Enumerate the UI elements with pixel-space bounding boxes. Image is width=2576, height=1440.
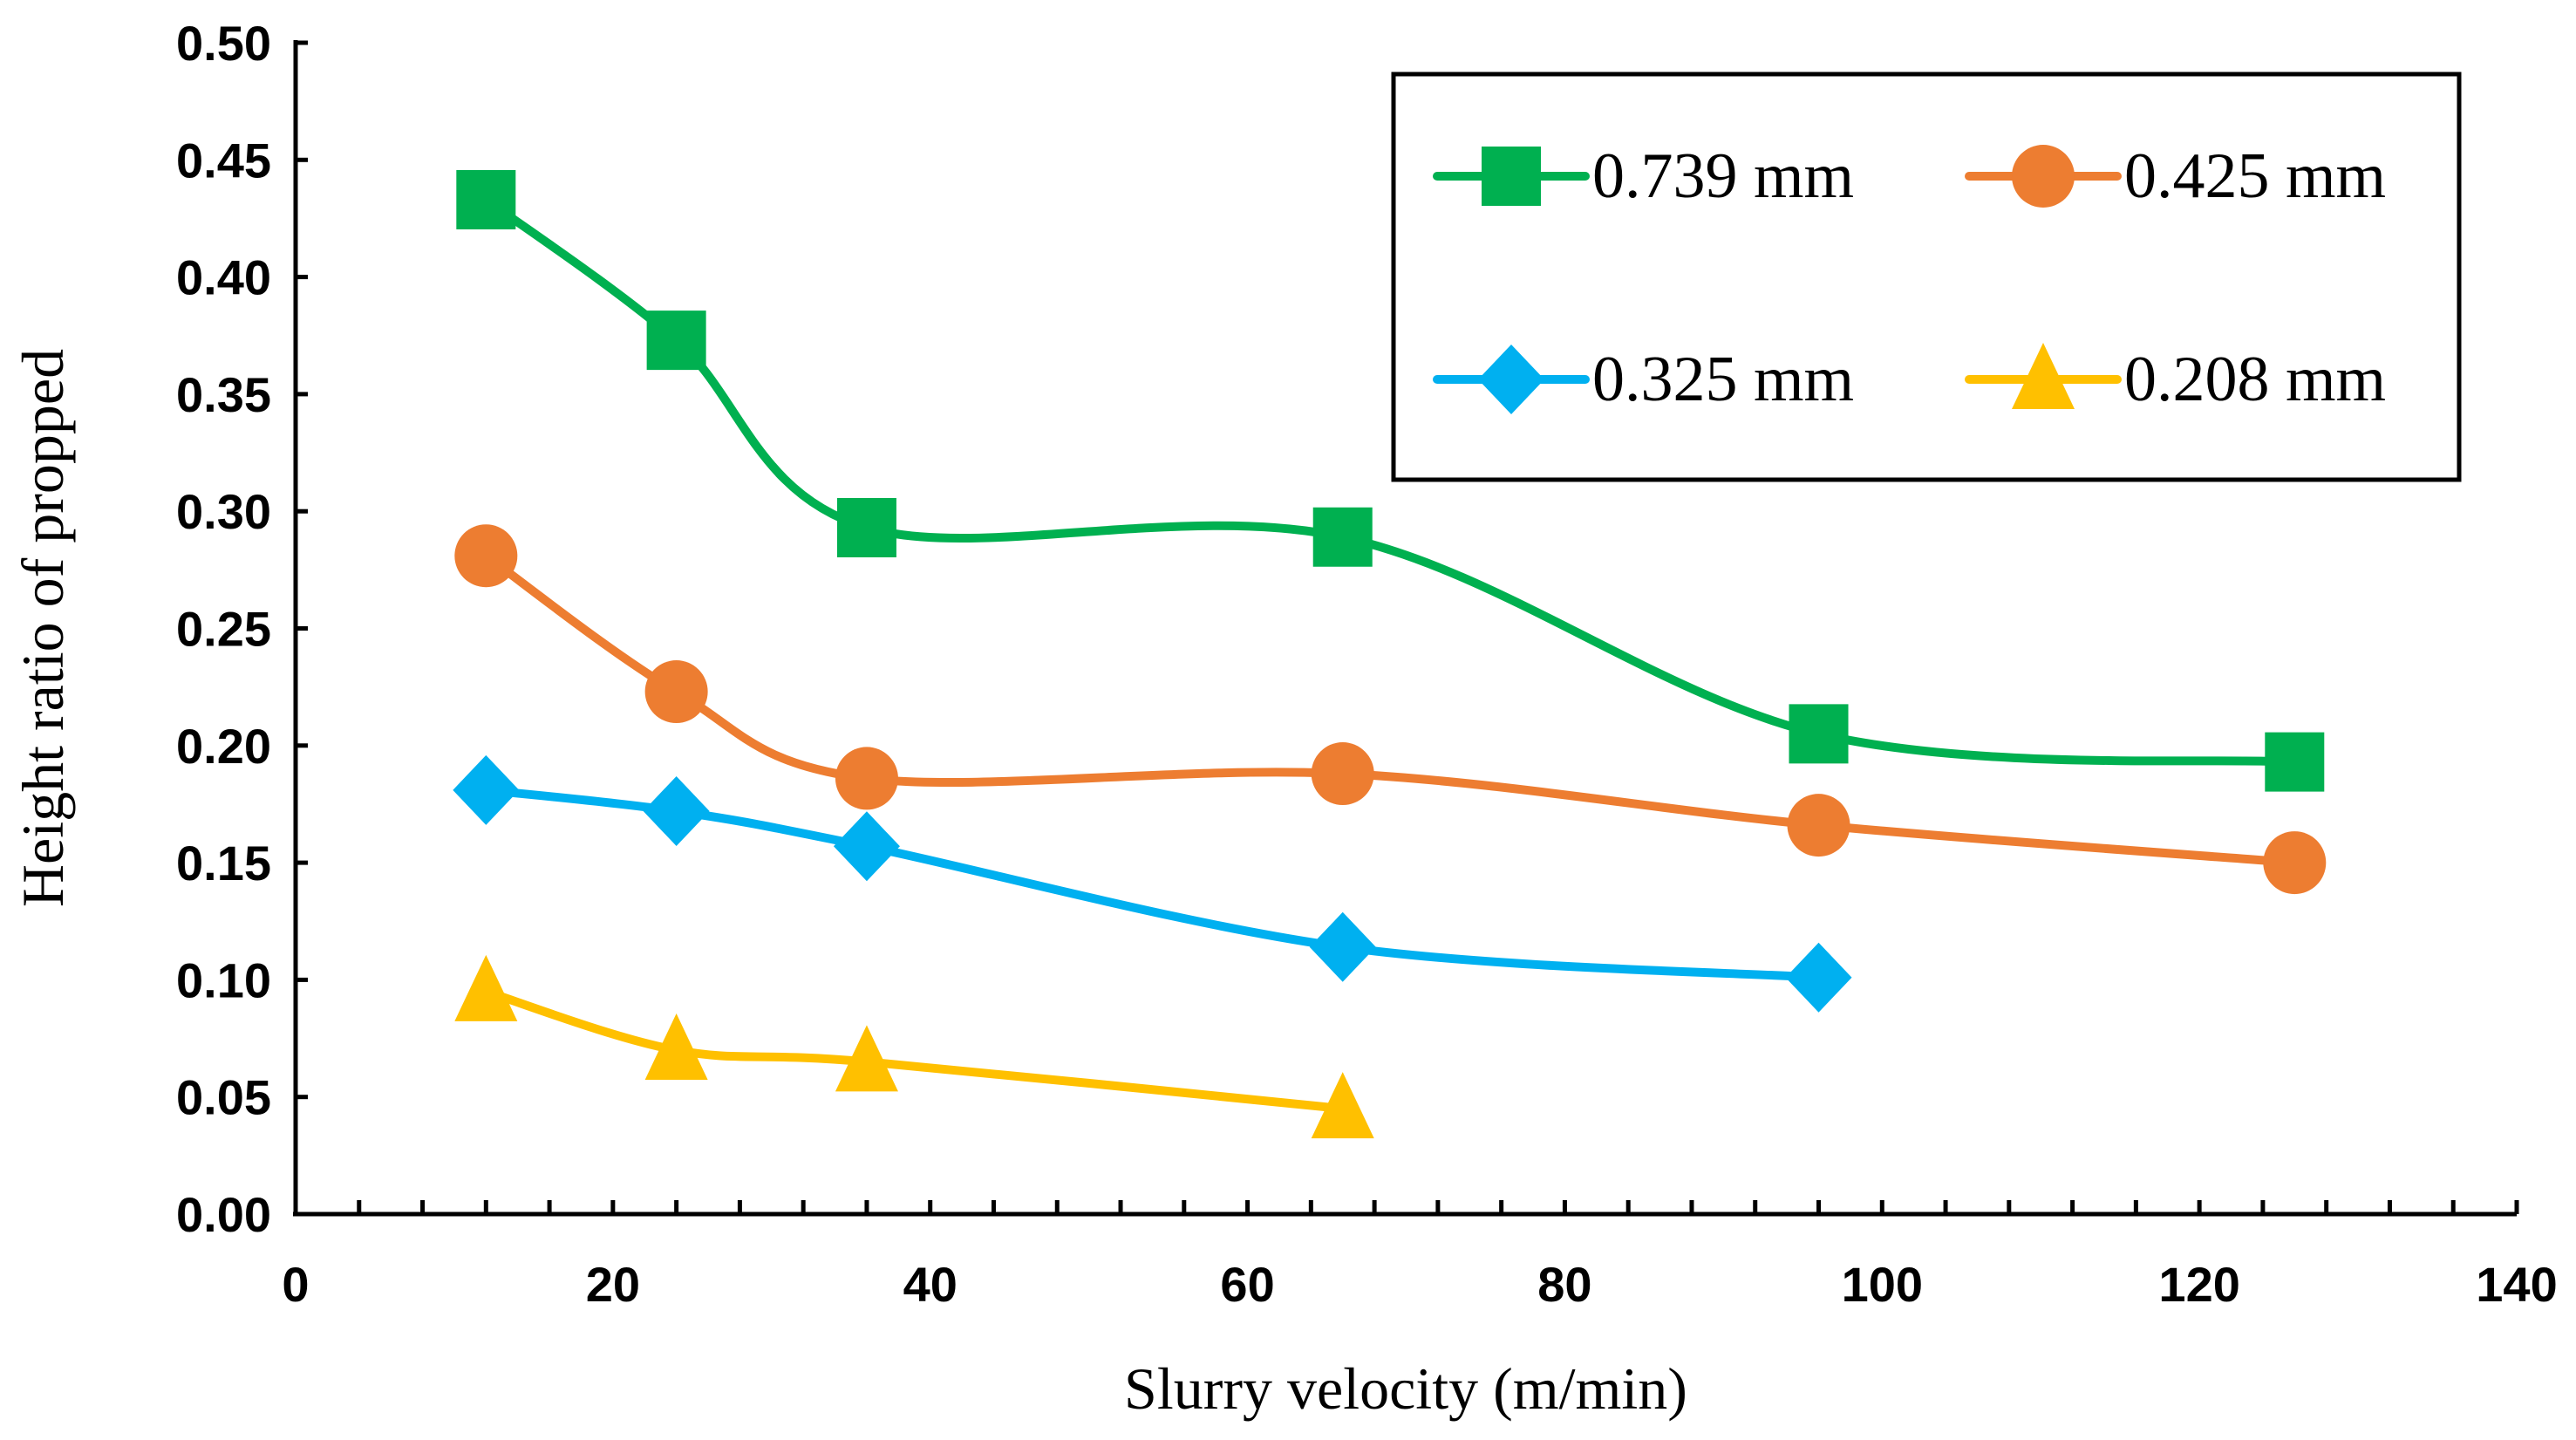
- legend-box: [1391, 72, 2462, 482]
- data-point-circle: [1311, 742, 1374, 806]
- legend-marker-triangle: [2012, 343, 2075, 409]
- data-point-diamond: [1785, 942, 1852, 1013]
- x-tick-label: 40: [903, 1257, 957, 1312]
- y-tick-label: 0.40: [176, 250, 271, 305]
- y-tick-label: 0.35: [176, 367, 271, 422]
- y-tick-label: 0.30: [176, 484, 271, 539]
- y-axis-title: Height ratio of propped: [10, 349, 76, 907]
- legend-marker-diamond: [1478, 345, 1544, 414]
- data-point-diamond: [453, 754, 520, 825]
- data-point-circle: [454, 524, 518, 588]
- data-point-triangle: [1311, 1072, 1374, 1139]
- legend-label: 0.739 mm: [1592, 140, 1854, 212]
- series-0-208-mm: [454, 954, 1374, 1139]
- data-point-triangle: [835, 1025, 898, 1092]
- x-axis-title: Slurry velocity (m/min): [1124, 1355, 1687, 1422]
- legend-marker-square: [1482, 147, 1541, 206]
- y-tick-label: 0.05: [176, 1070, 271, 1125]
- data-point-circle: [2263, 831, 2327, 895]
- data-point-square: [646, 311, 706, 371]
- x-tick-label: 20: [586, 1257, 640, 1312]
- legend-item: 0.425 mm: [1965, 140, 2386, 212]
- data-point-diamond: [643, 776, 710, 847]
- data-point-circle: [1787, 794, 1850, 857]
- y-tick-label: 0.00: [176, 1187, 271, 1242]
- series-line: [481, 551, 2300, 868]
- data-point-circle: [644, 660, 708, 724]
- series-0-739-mm: [456, 169, 2325, 792]
- y-tick-label: 0.45: [176, 133, 271, 188]
- x-tick-label: 100: [1842, 1257, 1923, 1312]
- x-tick-label: 0: [282, 1257, 309, 1312]
- legend-label: 0.208 mm: [2124, 344, 2386, 415]
- y-tick-label: 0.15: [176, 836, 271, 891]
- data-point-triangle: [454, 954, 518, 1021]
- y-tick-label: 0.50: [176, 16, 271, 71]
- data-point-diamond: [1309, 911, 1376, 982]
- legend-label: 0.325 mm: [1592, 344, 1854, 415]
- data-point-triangle: [644, 1013, 708, 1080]
- x-tick-label: 120: [2158, 1257, 2239, 1312]
- y-tick-label: 0.20: [176, 719, 271, 774]
- legend-marker-circle: [2012, 145, 2075, 208]
- data-point-square: [1312, 507, 1373, 567]
- legend-item: 0.325 mm: [1433, 344, 1854, 415]
- series-0-325-mm: [453, 754, 1852, 1013]
- legend-label: 0.425 mm: [2124, 140, 2386, 212]
- x-tick-label: 60: [1220, 1257, 1274, 1312]
- x-tick-label: 80: [1537, 1257, 1591, 1312]
- data-point-square: [2265, 732, 2325, 792]
- data-point-circle: [835, 747, 898, 810]
- series-0-425-mm: [454, 524, 2327, 895]
- y-tick-label: 0.10: [176, 952, 271, 1007]
- legend-item: 0.208 mm: [1965, 343, 2386, 415]
- data-point-diamond: [833, 811, 900, 882]
- x-tick-label: 140: [2476, 1257, 2557, 1312]
- data-point-square: [456, 169, 516, 229]
- data-point-square: [836, 498, 896, 558]
- data-point-square: [1789, 704, 1849, 764]
- series-line: [481, 986, 1347, 1114]
- y-tick-label: 0.25: [176, 602, 271, 657]
- legend-item: 0.739 mm: [1433, 140, 1854, 212]
